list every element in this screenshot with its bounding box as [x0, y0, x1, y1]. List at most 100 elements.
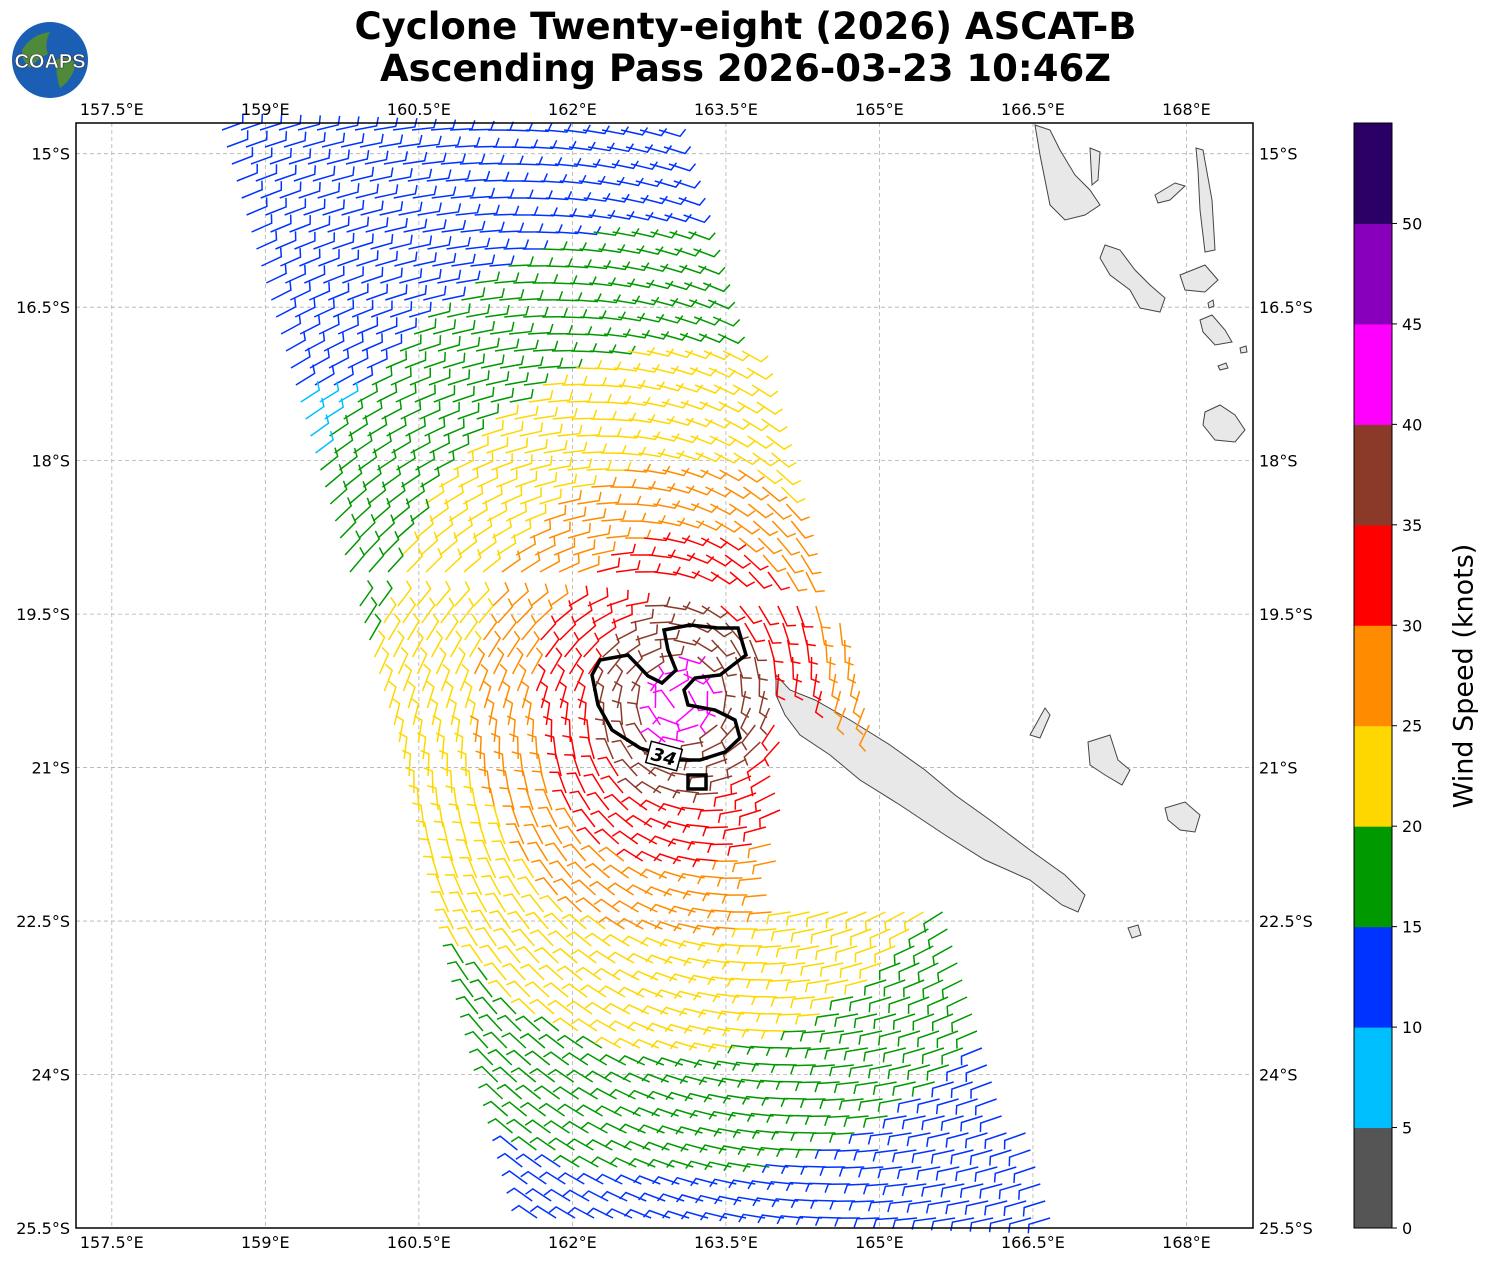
wind-barb: [755, 945, 782, 957]
wind-barb: [751, 995, 778, 1006]
wind-barb: [589, 950, 616, 964]
wind-barb: [405, 482, 426, 505]
wind-barb: [888, 928, 910, 948]
wind-barb: [853, 1013, 878, 1029]
wind-barb: [485, 304, 510, 318]
wind-barb: [552, 947, 578, 964]
wind-barb: [387, 547, 404, 573]
wind-barb: [589, 344, 617, 354]
wind-barb: [786, 639, 801, 665]
wind-barb: [626, 649, 643, 675]
wind-barb: [464, 1030, 489, 1049]
wind-barb: [351, 233, 374, 250]
wind-barb: [520, 551, 541, 573]
wind-barb: [917, 1030, 940, 1048]
wind-barb: [672, 855, 700, 865]
wind-barb: [476, 403, 500, 420]
wind-barb: [494, 338, 520, 352]
wind-barb: [578, 716, 591, 743]
wind-barb: [457, 750, 467, 777]
wind-barb: [659, 1006, 688, 1015]
wind-barb: [434, 908, 455, 930]
wind-barb: [723, 1162, 751, 1172]
wind-barb: [517, 787, 534, 811]
wind-barb: [576, 826, 601, 845]
wind-barb: [591, 476, 617, 488]
wind-barb: [737, 401, 765, 414]
wind-barb: [274, 164, 297, 182]
wind-barb: [487, 1048, 513, 1066]
wind-barb: [653, 853, 681, 862]
wind-barb: [408, 235, 433, 250]
wind-barb: [388, 613, 401, 641]
wind-barb: [669, 1041, 698, 1050]
wind-barb: [614, 429, 642, 439]
wind-barb: [598, 846, 625, 862]
wind-barb: [721, 894, 748, 904]
wind-barb: [451, 253, 476, 267]
wind-barb: [742, 826, 767, 842]
wind-barb: [378, 580, 393, 607]
lon-tick-label: 157.5°E: [80, 100, 144, 119]
wind-barb: [323, 265, 345, 284]
wind-barb: [448, 499, 469, 522]
wind-barb: [606, 526, 632, 539]
wind-barb: [524, 715, 535, 743]
wind-barb: [658, 517, 686, 527]
wind-barb: [492, 997, 517, 1015]
wind-barb: [805, 911, 829, 928]
wind-barb: [420, 466, 440, 488]
wind-barb: [766, 435, 793, 451]
wind-barb: [473, 647, 486, 675]
wind-barb: [704, 418, 732, 429]
wind-barb: [344, 530, 361, 556]
wind-barb: [548, 1205, 576, 1219]
wind-barb: [647, 681, 657, 709]
wind-barb: [645, 652, 665, 675]
wind-barb: [544, 734, 557, 760]
wind-barb: [868, 996, 892, 1013]
wind-barb: [766, 1113, 793, 1124]
wind-barb: [896, 1166, 922, 1180]
wind-barb: [683, 214, 711, 224]
wind-barb: [780, 1164, 808, 1175]
wind-barb: [510, 518, 532, 539]
wind-barb: [691, 503, 719, 514]
wind-barb: [663, 146, 692, 155]
wind-barb: [562, 1189, 590, 1202]
wind-barb: [678, 197, 706, 206]
wind-barb: [634, 497, 661, 507]
wind-barb: [727, 367, 755, 379]
wind-barb: [524, 1119, 551, 1134]
wind-barb: [386, 481, 406, 505]
wind-barb: [434, 450, 455, 471]
wind-barb: [438, 401, 460, 420]
wind-barb: [780, 1097, 807, 1108]
wind-barb: [635, 178, 663, 188]
wind-barb: [757, 1214, 785, 1224]
lon-tick-label: 157.5°E: [80, 1233, 144, 1252]
wind-barb: [448, 803, 463, 828]
wind-barb: [903, 979, 925, 998]
wind-barb: [515, 1084, 542, 1100]
wind-barb: [622, 262, 650, 272]
colorbar-tick-label: 45: [1402, 315, 1422, 334]
wind-barb: [825, 911, 848, 929]
wind-barb: [748, 571, 773, 589]
wind-barb: [794, 1081, 821, 1092]
wind-barb: [359, 580, 374, 607]
wind-barb: [699, 401, 727, 412]
wind-barb: [573, 663, 585, 692]
wind-barb: [462, 419, 485, 437]
wind-barb: [863, 1047, 888, 1062]
wind-barb: [635, 624, 659, 641]
wind-barb: [1003, 1200, 1027, 1216]
wind-barb: [765, 979, 792, 990]
wind-barb: [324, 398, 345, 420]
wind-barb: [556, 1034, 584, 1049]
island: [1217, 362, 1229, 371]
wind-barb: [484, 892, 507, 913]
wind-barb: [525, 911, 549, 930]
wind-barb: [421, 663, 432, 692]
